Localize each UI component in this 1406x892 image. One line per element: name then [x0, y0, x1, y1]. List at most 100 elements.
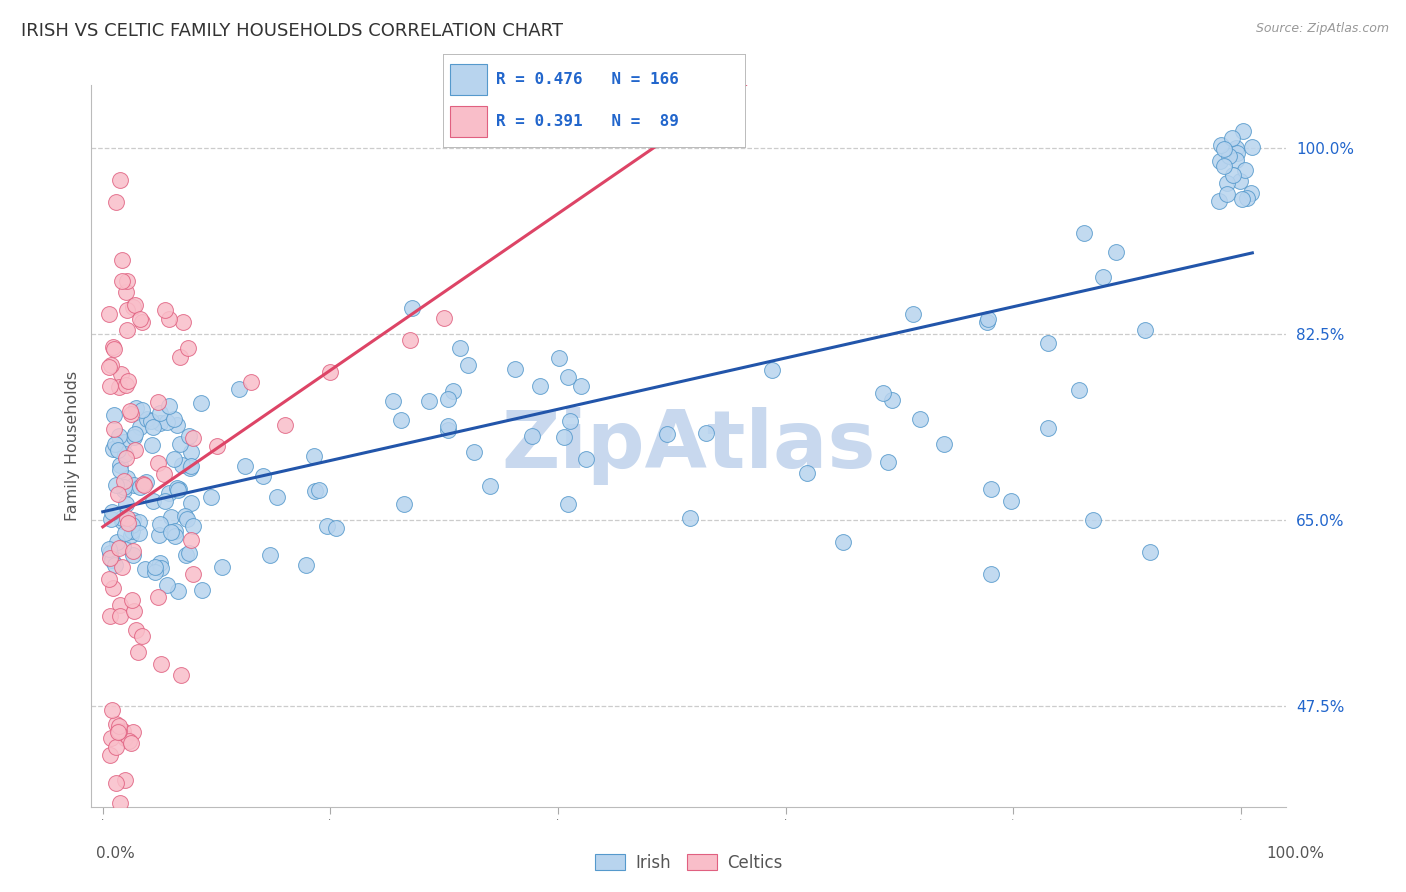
Point — [529, 379, 551, 393]
Point — [100, 609, 122, 624]
Point — [121, 544, 143, 558]
Point — [679, 511, 702, 525]
Point — [108, 609, 131, 624]
Point — [180, 458, 202, 473]
Point — [98, 551, 121, 566]
Point — [1226, 145, 1249, 160]
Point — [125, 624, 148, 638]
Point — [557, 497, 579, 511]
Point — [233, 459, 256, 474]
Point — [100, 512, 122, 526]
Point — [159, 525, 181, 540]
Point — [110, 274, 132, 288]
Point — [181, 566, 204, 581]
Text: IRISH VS CELTIC FAMILY HOUSEHOLDS CORRELATION CHART: IRISH VS CELTIC FAMILY HOUSEHOLDS CORREL… — [21, 22, 562, 40]
Point — [115, 303, 138, 318]
Point — [105, 478, 128, 492]
Point — [228, 382, 250, 396]
Point — [112, 475, 135, 489]
Point — [146, 456, 169, 470]
Point — [449, 342, 471, 356]
Point — [117, 516, 139, 531]
Point — [107, 487, 129, 501]
Point — [1220, 131, 1243, 145]
Point — [143, 566, 166, 580]
Point — [143, 560, 166, 574]
Point — [117, 375, 139, 389]
Point — [122, 725, 145, 739]
Point — [302, 450, 325, 464]
Point — [1067, 383, 1090, 397]
Point — [148, 406, 170, 420]
Point — [120, 527, 142, 541]
Point — [141, 438, 163, 452]
Point — [796, 466, 818, 480]
Point — [166, 418, 188, 433]
Point — [172, 315, 194, 329]
Point — [97, 541, 120, 556]
Point — [1218, 149, 1240, 163]
Point — [761, 363, 783, 377]
FancyBboxPatch shape — [450, 64, 486, 95]
Point — [115, 450, 138, 465]
Point — [252, 469, 274, 483]
Point — [325, 521, 347, 535]
Point — [1240, 186, 1263, 200]
Point — [172, 458, 194, 472]
Point — [111, 514, 134, 528]
Point — [103, 582, 125, 596]
Point — [120, 407, 142, 421]
Point — [111, 559, 134, 574]
Point — [124, 298, 146, 312]
Text: R = 0.391   N =  89: R = 0.391 N = 89 — [496, 114, 679, 129]
Point — [1081, 513, 1104, 527]
Point — [129, 312, 152, 326]
Point — [131, 629, 153, 643]
Point — [457, 358, 479, 372]
Point — [980, 566, 1002, 581]
Point — [1216, 187, 1239, 202]
Point — [167, 583, 190, 598]
Point — [131, 314, 153, 328]
Point — [441, 384, 464, 398]
Point — [98, 572, 121, 586]
Point — [111, 252, 134, 267]
Point — [124, 477, 146, 491]
Point — [105, 716, 128, 731]
Point — [877, 455, 900, 469]
Text: 0.0%: 0.0% — [96, 847, 135, 861]
Point — [115, 323, 138, 337]
Point — [100, 379, 122, 393]
Point — [932, 437, 955, 451]
Point — [115, 378, 138, 392]
Point — [1212, 159, 1234, 173]
Point — [101, 505, 124, 519]
Point — [174, 548, 197, 562]
Point — [156, 415, 179, 429]
Point — [148, 590, 170, 604]
Point — [128, 480, 150, 494]
Point — [180, 495, 202, 509]
Point — [110, 797, 132, 811]
Point — [108, 598, 131, 612]
Point — [108, 541, 131, 555]
Point — [148, 527, 170, 541]
Point — [1234, 163, 1257, 178]
Point — [142, 493, 165, 508]
Point — [1222, 168, 1244, 182]
Point — [122, 604, 145, 618]
Point — [1036, 336, 1059, 351]
Point — [167, 483, 190, 498]
Text: 100.0%: 100.0% — [1267, 847, 1324, 861]
Point — [163, 412, 186, 426]
Point — [114, 525, 136, 540]
Point — [105, 194, 128, 209]
Point — [503, 362, 526, 376]
Point — [111, 724, 134, 739]
Point — [169, 350, 191, 364]
Point — [177, 546, 200, 560]
Point — [180, 533, 202, 548]
Point — [101, 703, 124, 717]
Point — [1232, 123, 1254, 137]
Point — [274, 417, 297, 432]
